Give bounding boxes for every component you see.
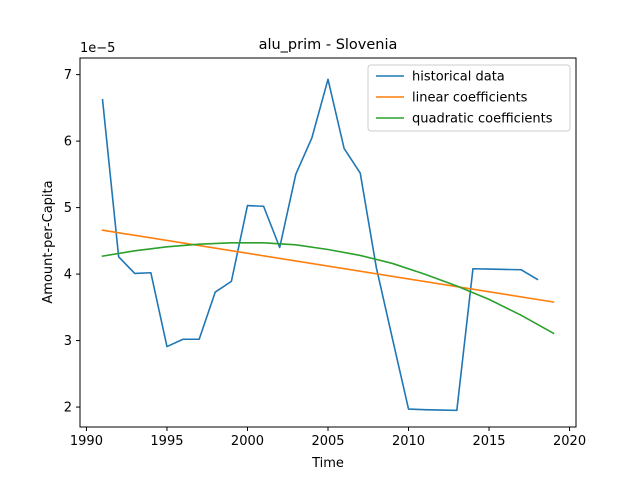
x-tick-label-3: 2005 — [311, 434, 344, 449]
y-axis: 2 3 4 5 6 7 — [64, 68, 80, 416]
x-tick-label-6: 2020 — [553, 434, 586, 449]
series-line-2 — [101, 242, 555, 335]
legend: historical data linear coefficients quadra… — [367, 64, 571, 132]
y-tick-label-0: 2 — [64, 401, 72, 416]
x-tick-label-1: 1995 — [150, 434, 183, 449]
x-tick-label-4: 2010 — [392, 434, 425, 449]
series-line-0 — [101, 78, 539, 412]
series-line-1 — [101, 229, 555, 303]
legend-label-0: historical data — [412, 70, 505, 85]
plot-area — [101, 78, 555, 412]
y-tick-label-4: 6 — [64, 135, 72, 150]
x-axis-label: Time — [311, 456, 344, 471]
legend-box — [367, 64, 571, 132]
x-tick-label-2: 2000 — [231, 434, 264, 449]
x-axis: 1990 1995 2000 2005 2010 2015 2020 — [70, 427, 586, 449]
y-tick-label-1: 3 — [64, 334, 72, 349]
legend-label-1: linear coefficients — [412, 91, 528, 106]
legend-label-2: quadratic coefficients — [412, 112, 553, 127]
y-tick-label-3: 5 — [64, 201, 72, 216]
x-tick-label-0: 1990 — [70, 434, 103, 449]
y-tick-label-2: 4 — [64, 268, 72, 283]
x-tick-label-5: 2015 — [472, 434, 505, 449]
chart-title: alu_prim - Slovenia — [259, 37, 398, 53]
y-tick-label-5: 7 — [64, 68, 72, 83]
y-axis-offset-label: 1e−5 — [80, 41, 115, 56]
y-axis-label: Amount-per-Capita — [41, 180, 56, 303]
